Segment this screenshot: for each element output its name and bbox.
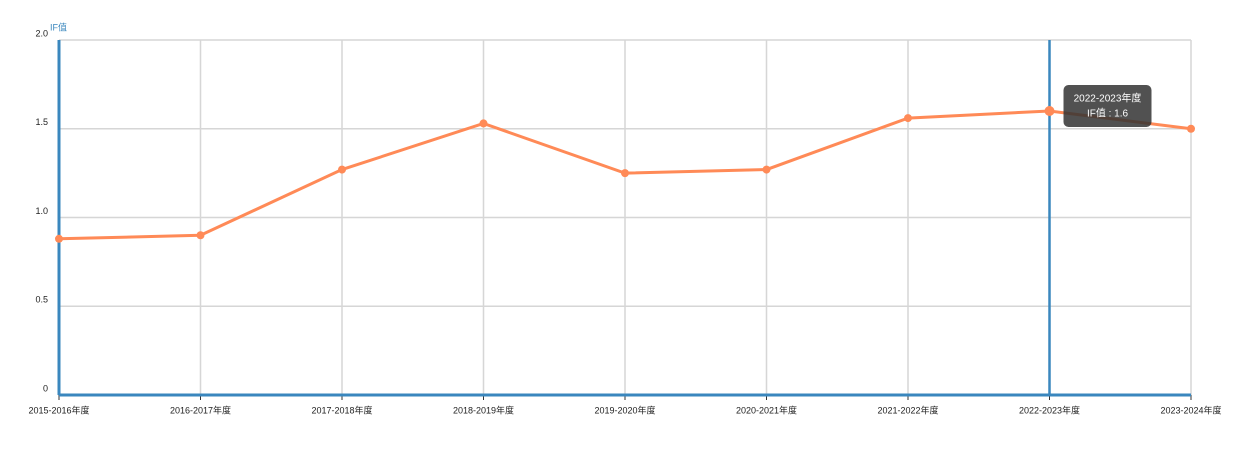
y-tick-label: 1.5 [35, 117, 48, 127]
x-tick-label: 2020-2021年度 [736, 404, 797, 415]
point [55, 234, 63, 243]
point [762, 165, 771, 174]
y-tick-label: 1.0 [35, 206, 48, 216]
y-axis-label: IF值 [50, 21, 67, 32]
point [196, 231, 205, 240]
tooltip-text: IF值 : 1.6 [1087, 107, 1129, 120]
y-tick-label: 0.5 [35, 295, 48, 305]
x-tick-label: 2016-2017年度 [170, 404, 231, 415]
x-tick-label: 2015-2016年度 [28, 404, 89, 415]
x-tick-label: 2021-2022年度 [877, 404, 938, 415]
tooltip-box [1063, 85, 1152, 127]
x-tick-label: 2018-2019年度 [453, 404, 514, 415]
point [338, 165, 346, 174]
point [621, 169, 629, 178]
x-tick-label: 2022-2023年度 [1019, 404, 1080, 415]
tooltip-title: 2022-2023年度 [1074, 92, 1142, 105]
tooltip: 2022-2023年度 IF值 : 1.6 [1063, 85, 1152, 127]
y-tick-label: 2.0 [35, 28, 48, 38]
point [1187, 124, 1195, 133]
x-tick-label: 2023-2024年度 [1160, 404, 1221, 415]
x-tick-label: 2019-2020年度 [594, 404, 655, 415]
y-tick-label: 0 [43, 383, 48, 393]
point [904, 114, 912, 123]
point [479, 119, 488, 128]
point [1044, 106, 1055, 116]
x-tick-label: 2017-2018年度 [311, 404, 372, 415]
